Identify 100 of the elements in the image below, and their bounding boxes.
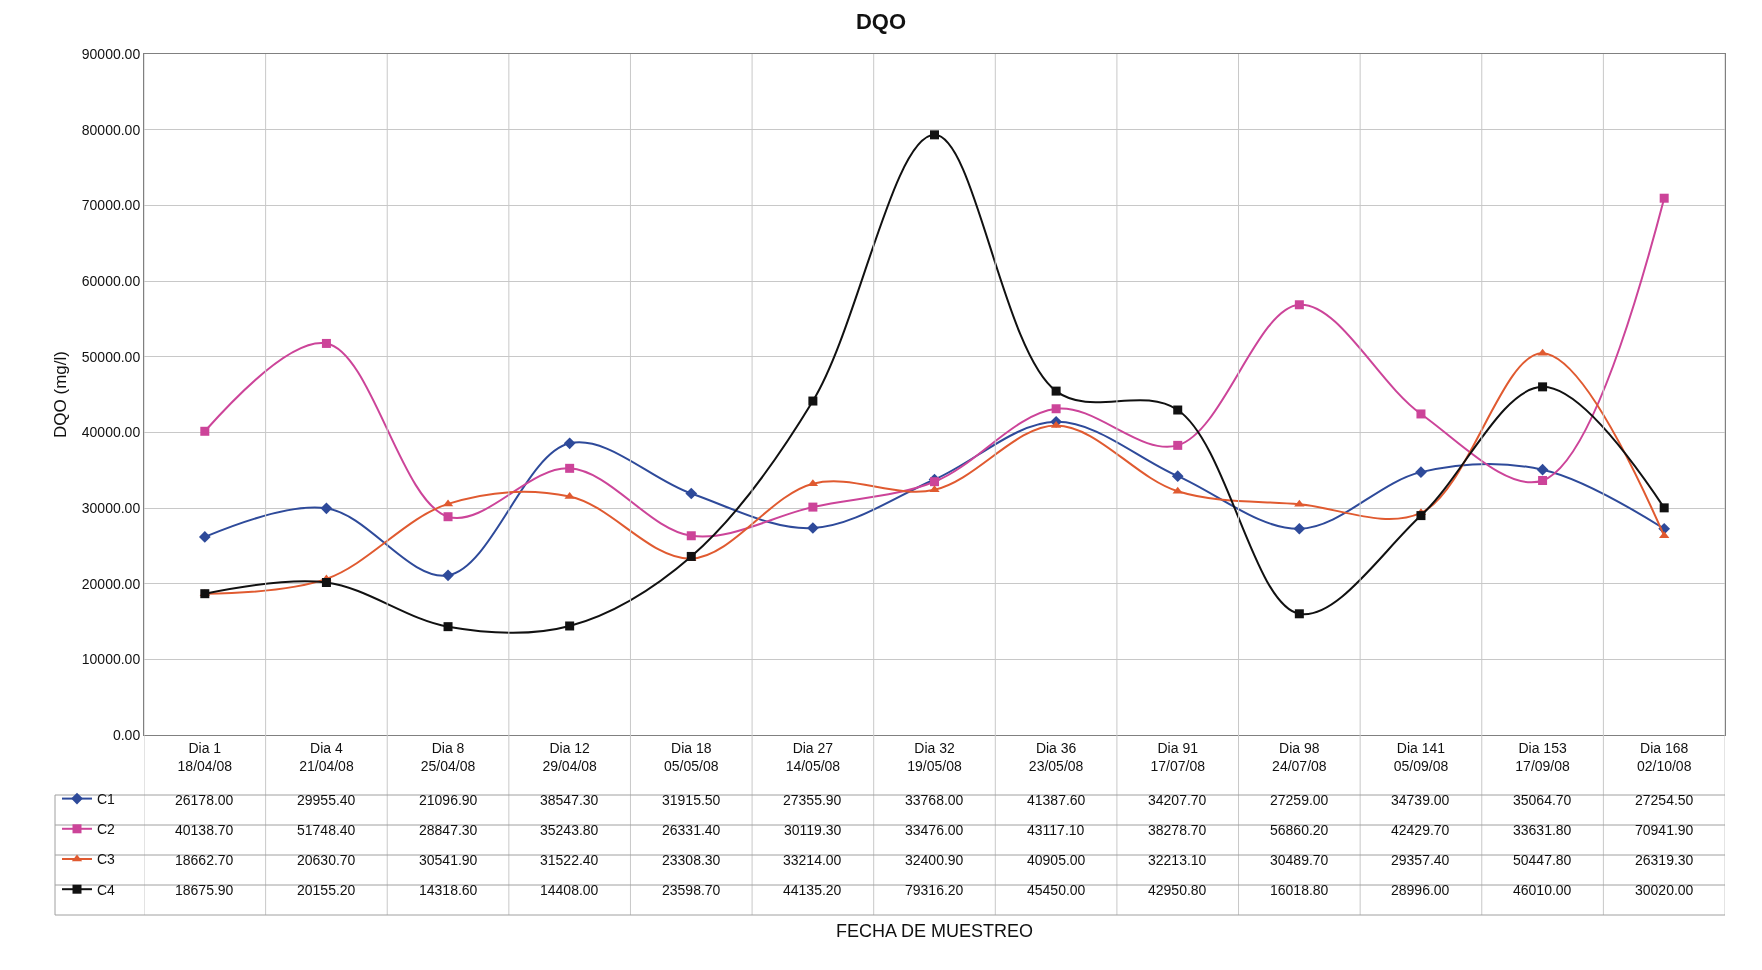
data-label: 50447.80 <box>1513 852 1572 868</box>
y-tick-label: 90000.00 <box>81 45 141 62</box>
data-label: 34207.70 <box>1148 792 1207 808</box>
data-label: 32400.90 <box>905 852 964 868</box>
data-label: 14318.60 <box>419 882 478 898</box>
data-label: 28996.00 <box>1391 882 1450 898</box>
data-label: 33476.00 <box>905 822 964 838</box>
point <box>443 622 453 632</box>
text: FECHA DE MUESTREO <box>836 921 1034 941</box>
y-tick-label: 60000.00 <box>81 272 141 289</box>
y-tick-label: 30000.00 <box>81 499 141 516</box>
data-label: 33214.00 <box>783 852 842 868</box>
point <box>808 502 818 512</box>
point <box>1536 463 1549 476</box>
point <box>685 487 698 500</box>
data-label: 40138.70 <box>175 822 234 838</box>
point <box>1416 511 1426 521</box>
point <box>321 338 331 348</box>
data-label: 33631.80 <box>1513 822 1572 838</box>
x-tick-label: Dia 168 02/10/08 <box>1636 739 1692 774</box>
data-label: 33768.00 <box>905 792 964 808</box>
data-label: 32213.10 <box>1148 852 1207 868</box>
data-label: 29955.40 <box>297 792 356 808</box>
data-label: 18675.90 <box>175 882 234 898</box>
data-label: 21096.90 <box>419 792 478 808</box>
data-label: 38278.70 <box>1148 822 1207 838</box>
data-label: 30489.70 <box>1270 852 1329 868</box>
point <box>1294 609 1304 619</box>
x-tick-label: Dia 1 18/04/08 <box>177 739 233 774</box>
data-label: 41387.60 <box>1027 792 1086 808</box>
data-label: 31915.50 <box>662 792 721 808</box>
data-label: 31522.40 <box>540 852 599 868</box>
x-tick-label: Dia 141 05/09/08 <box>1393 739 1449 774</box>
x-tick-label: Dia 4 21/04/08 <box>299 739 354 774</box>
x-tick-label: Dia 8 25/04/08 <box>420 739 476 774</box>
point <box>1659 193 1669 203</box>
x-tick-label: Dia 91 17/07/08 <box>1150 739 1206 774</box>
x-tick-label: Dia 18 05/05/08 <box>664 739 719 774</box>
point <box>930 477 939 487</box>
point <box>1293 522 1306 535</box>
point <box>1173 405 1183 415</box>
data-label: 18662.70 <box>175 852 234 868</box>
data-label: 27254.50 <box>1635 792 1694 808</box>
y-tick-label: 0.00 <box>112 726 141 743</box>
data-label: 42950.80 <box>1148 882 1207 898</box>
y-tick-label: 40000.00 <box>81 424 141 441</box>
point <box>686 531 696 541</box>
x-tick-label: Dia 32 19/05/08 <box>907 739 962 774</box>
point <box>1294 499 1305 507</box>
data-label: 30020.00 <box>1635 882 1694 898</box>
point <box>929 485 940 493</box>
data-label: 30119.30 <box>784 822 842 838</box>
point <box>1051 404 1061 414</box>
y-tick-label: 70000.00 <box>81 197 141 214</box>
x-tick-label: Dia 153 17/09/08 <box>1515 739 1571 774</box>
point <box>1173 440 1183 450</box>
legend-label: C1 <box>97 791 116 808</box>
data-label: 16018.80 <box>1270 882 1329 898</box>
data-label: 27259.00 <box>1270 792 1329 808</box>
data-label: 43117.10 <box>1027 822 1085 838</box>
data-label: 23308.30 <box>662 852 721 868</box>
data-label: 28847.30 <box>419 822 478 838</box>
data-label: 26319.30 <box>1635 852 1694 868</box>
data-label: 30541.90 <box>419 852 478 868</box>
point <box>198 531 211 543</box>
x-tick-label: Dia 98 24/07/08 <box>1272 739 1327 774</box>
y-tick-label: 20000.00 <box>81 575 141 592</box>
data-label: 38547.30 <box>540 792 599 808</box>
data-label: 40905.00 <box>1027 852 1086 868</box>
y-tick-label: 80000.00 <box>81 121 141 138</box>
point <box>1051 386 1061 396</box>
legend-label: C3 <box>97 851 116 868</box>
data-label: 34739.00 <box>1391 792 1450 808</box>
point <box>1537 348 1548 356</box>
data-label: 26331.40 <box>662 822 721 838</box>
legend-label: C4 <box>97 881 116 898</box>
point <box>200 426 210 436</box>
legend-label: C2 <box>97 821 116 838</box>
data-label: 56860.20 <box>1270 822 1329 838</box>
point <box>564 491 575 499</box>
x-tick-label: Dia 12 29/04/08 <box>542 739 598 774</box>
point <box>1172 486 1183 494</box>
data-label: 35243.80 <box>540 822 599 838</box>
data-label: 70941.90 <box>1635 822 1694 838</box>
y-tick-label: 10000.00 <box>81 651 141 668</box>
point <box>1415 466 1427 478</box>
data-label: 42429.70 <box>1391 822 1450 838</box>
point <box>808 396 818 406</box>
data-label: 26178.00 <box>175 792 234 808</box>
point <box>1171 470 1184 483</box>
data-label: 79316.20 <box>905 882 964 898</box>
point <box>565 621 575 631</box>
data-label: 27355.90 <box>783 792 842 808</box>
point <box>1538 382 1548 392</box>
point <box>563 437 576 450</box>
y-tick-label: 50000.00 <box>81 348 141 365</box>
data-label: 23598.70 <box>662 882 721 898</box>
data-label: 20630.70 <box>297 852 356 868</box>
x-tick-label: Dia 27 14/05/08 <box>785 739 841 774</box>
point <box>442 569 454 582</box>
